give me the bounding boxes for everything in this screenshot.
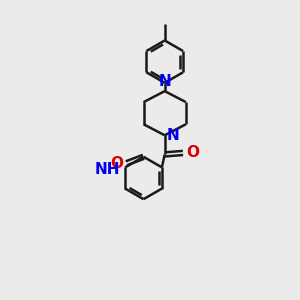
Text: N: N <box>158 74 171 89</box>
Text: N: N <box>166 128 179 143</box>
Text: O: O <box>110 156 124 171</box>
Text: O: O <box>187 146 200 160</box>
Text: NH: NH <box>94 162 120 177</box>
